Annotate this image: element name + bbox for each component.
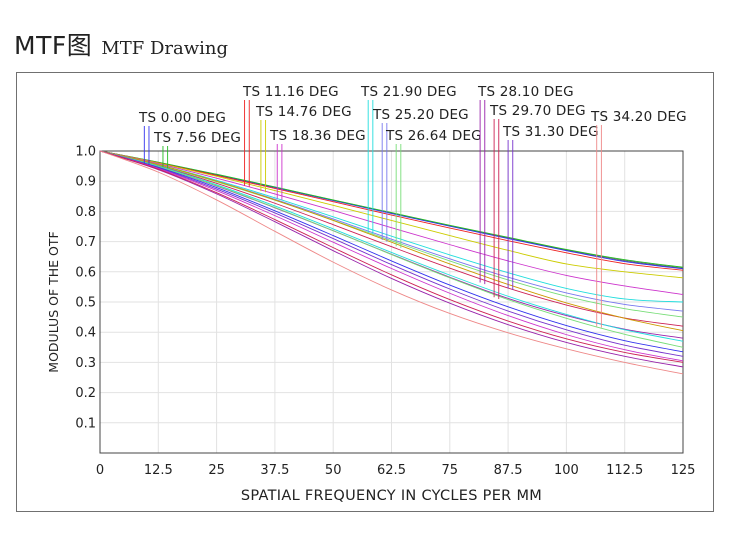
- mtf-curve-10: [99, 150, 684, 327]
- mtf-curve-5: [99, 150, 684, 279]
- y-tick-label: 0.2: [75, 386, 96, 401]
- y-tick-label: 0.5: [75, 296, 96, 311]
- x-tick-label: 37.5: [260, 463, 289, 478]
- mtf-curve-20: [99, 150, 684, 375]
- field-label-6: TS 21.90 DEG: [360, 84, 457, 100]
- field-label-10: TS 29.70 DEG: [489, 103, 586, 119]
- field-label-12: TS 34.20 DEG: [590, 109, 687, 125]
- x-tick-label: 125: [671, 463, 696, 478]
- mtf-curve-12: [99, 150, 684, 332]
- y-tick-label: 0.8: [75, 205, 96, 220]
- y-tick-label: 0.9: [75, 175, 96, 190]
- mtf-curve-14: [99, 150, 684, 348]
- mtf-curve-13: [99, 150, 684, 342]
- field-label-3: TS 11.16 DEG: [242, 84, 339, 100]
- mtf-curve-16: [99, 150, 684, 357]
- mtf-curve-7: [99, 150, 684, 303]
- y-tick-label: 0.6: [75, 265, 96, 280]
- field-label-11: TS 31.30 DEG: [502, 124, 599, 140]
- y-tick-label: 0.3: [75, 356, 96, 371]
- title-english: MTF Drawing: [101, 38, 229, 59]
- mtf-curve-4: [99, 150, 684, 271]
- y-tick-label: 0.1: [75, 416, 96, 431]
- field-label-1: TS 0.00 DEG: [138, 110, 226, 126]
- x-axis-label: SPATIAL FREQUENCY IN CYCLES PER MM: [241, 488, 542, 504]
- y-tick-label: 1.0: [75, 145, 96, 160]
- mtf-curve-19: [99, 150, 684, 363]
- y-tick-label: 0.4: [75, 326, 96, 341]
- x-tick-label: 0: [96, 463, 104, 478]
- field-label-9: TS 28.10 DEG: [477, 84, 574, 100]
- x-tick-label: 87.5: [494, 463, 523, 478]
- y-tick-label: 0.7: [75, 235, 96, 250]
- x-tick-label: 12.5: [144, 463, 173, 478]
- mtf-curve-15: [99, 150, 684, 353]
- mtf-curve-9: [99, 150, 684, 318]
- field-label-4: TS 14.76 DEG: [255, 104, 352, 120]
- mtf-curve-6: [99, 150, 684, 295]
- field-label-5: TS 18.36 DEG: [269, 128, 366, 144]
- title-chinese: MTF图: [14, 31, 93, 60]
- field-label-8: TS 26.64 DEG: [385, 128, 482, 144]
- y-axis-label: MODULUS OF THE OTF: [46, 231, 61, 372]
- field-label-2: TS 7.56 DEG: [153, 130, 241, 146]
- x-tick-label: 100: [554, 463, 579, 478]
- x-tick-label: 50: [325, 463, 342, 478]
- field-label-7: TS 25.20 DEG: [372, 107, 469, 123]
- x-tick-label: 112.5: [606, 463, 643, 478]
- x-tick-label: 25: [208, 463, 225, 478]
- mtf-curve-2: [99, 150, 684, 270]
- page-title: MTF图 MTF Drawing: [14, 26, 228, 62]
- mtf-curve-17: [99, 150, 684, 362]
- x-tick-label: 75: [442, 463, 459, 478]
- x-tick-label: 62.5: [377, 463, 406, 478]
- chart-frame: [16, 72, 714, 512]
- mtf-curve-18: [99, 150, 684, 368]
- mtf-curve-3: [99, 150, 684, 268]
